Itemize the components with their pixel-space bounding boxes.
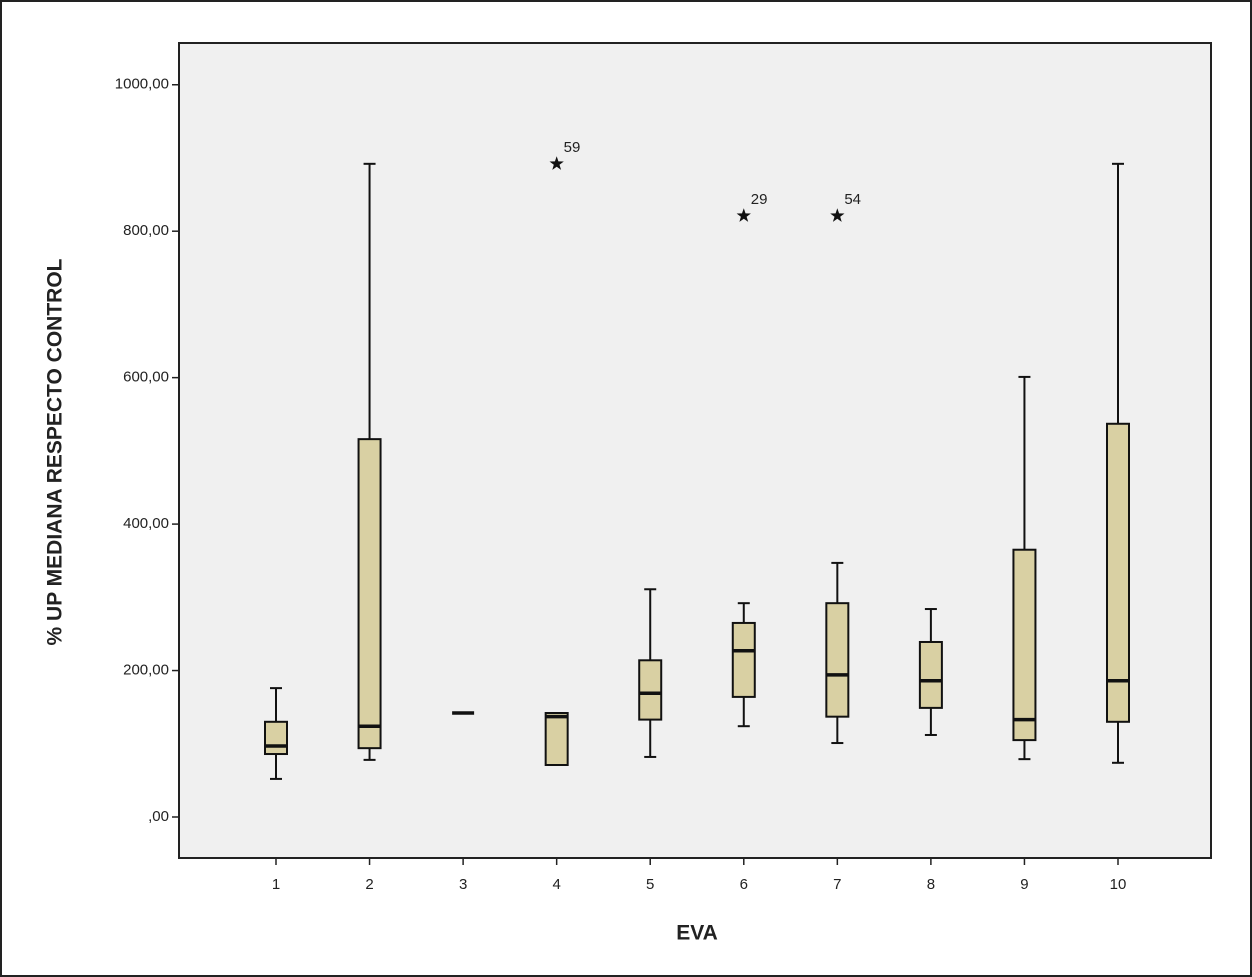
outlier-label: 29 — [751, 191, 768, 208]
x-axis-title: EVA — [676, 922, 718, 945]
y-tick-label: ,00 — [148, 808, 169, 825]
x-tick-label: 6 — [740, 876, 748, 893]
y-tick-label: 400,00 — [123, 515, 169, 532]
y-tick-label: 600,00 — [123, 369, 169, 386]
x-tick-label: 7 — [833, 876, 841, 893]
outlier — [736, 208, 751, 222]
plot-area — [178, 42, 1212, 859]
box — [544, 712, 569, 767]
x-tick-label: 9 — [1020, 876, 1028, 893]
box — [731, 621, 756, 698]
x-tick-label: 3 — [459, 876, 467, 893]
y-tick-label: 200,00 — [123, 662, 169, 679]
x-tick-label: 2 — [365, 876, 373, 893]
y-tick-label: 800,00 — [123, 222, 169, 239]
box — [357, 438, 382, 750]
x-tick-label: 1 — [272, 876, 280, 893]
outlier-label: 59 — [564, 139, 581, 156]
outlier — [830, 208, 845, 222]
x-tick-label: 8 — [927, 876, 935, 893]
x-tick-label: 10 — [1110, 876, 1127, 893]
box — [638, 659, 663, 721]
x-tick-label: 4 — [552, 876, 560, 893]
y-tick-label: 1000,00 — [115, 76, 169, 93]
outlier — [549, 156, 564, 170]
box — [1012, 548, 1037, 742]
box — [264, 720, 288, 756]
outlier-label: 54 — [844, 191, 861, 208]
y-axis-title: % UP MEDIANA RESPECTO CONTROL — [44, 258, 67, 645]
box — [918, 640, 943, 709]
x-tick-label: 5 — [646, 876, 654, 893]
box — [825, 602, 850, 718]
box — [1106, 422, 1130, 723]
